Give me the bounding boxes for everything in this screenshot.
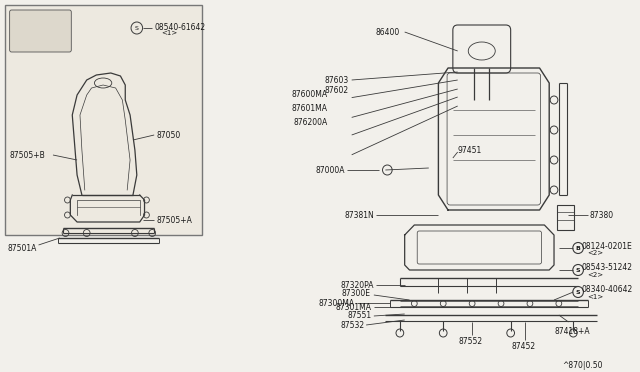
Text: 08540-61642: 08540-61642 [154, 22, 205, 32]
Text: <2>: <2> [587, 250, 603, 256]
Text: 87301MA: 87301MA [336, 302, 372, 311]
Text: 87300MA: 87300MA [319, 298, 355, 308]
Text: 87601MA: 87601MA [292, 103, 328, 112]
Text: 87551: 87551 [348, 311, 372, 321]
Text: 87532: 87532 [340, 321, 364, 330]
Text: 87505+B: 87505+B [10, 151, 45, 160]
Text: 87050: 87050 [156, 131, 180, 140]
FancyBboxPatch shape [10, 10, 71, 52]
Text: 87418+A: 87418+A [554, 327, 589, 337]
Text: S: S [576, 267, 580, 273]
Text: 08124-0201E: 08124-0201E [582, 241, 633, 250]
Bar [42, 33, 63, 47]
Text: 87603: 87603 [324, 76, 349, 84]
Text: 87320PA: 87320PA [340, 280, 374, 289]
Text: <2>: <2> [587, 272, 603, 278]
Bar [42, 16, 63, 30]
Text: 876200A: 876200A [293, 118, 328, 126]
Text: 87452: 87452 [511, 342, 535, 351]
Text: 08340-40642: 08340-40642 [582, 285, 633, 295]
Text: 87600MA: 87600MA [291, 90, 328, 99]
Text: <1>: <1> [587, 294, 603, 300]
Text: <1>: <1> [161, 30, 177, 36]
Text: 87381N: 87381N [344, 211, 374, 219]
Text: 97451: 97451 [458, 145, 482, 154]
Bar [15, 33, 36, 47]
Text: 86400: 86400 [376, 28, 400, 36]
Text: B: B [575, 246, 580, 250]
Bar [557, 205, 574, 230]
Text: 87501A: 87501A [8, 244, 37, 253]
Text: 87300E: 87300E [342, 289, 371, 298]
Text: 87552: 87552 [458, 337, 483, 346]
Text: 08543-51242: 08543-51242 [582, 263, 633, 273]
Text: 87505+A: 87505+A [156, 215, 192, 224]
Bar [5, 5, 202, 235]
Text: 87000A: 87000A [316, 166, 345, 174]
Text: 87380: 87380 [589, 211, 614, 219]
Text: ^870|0.50: ^870|0.50 [562, 360, 602, 369]
Text: S: S [576, 289, 580, 295]
Text: S: S [135, 26, 139, 31]
Text: 87602: 87602 [324, 86, 349, 94]
